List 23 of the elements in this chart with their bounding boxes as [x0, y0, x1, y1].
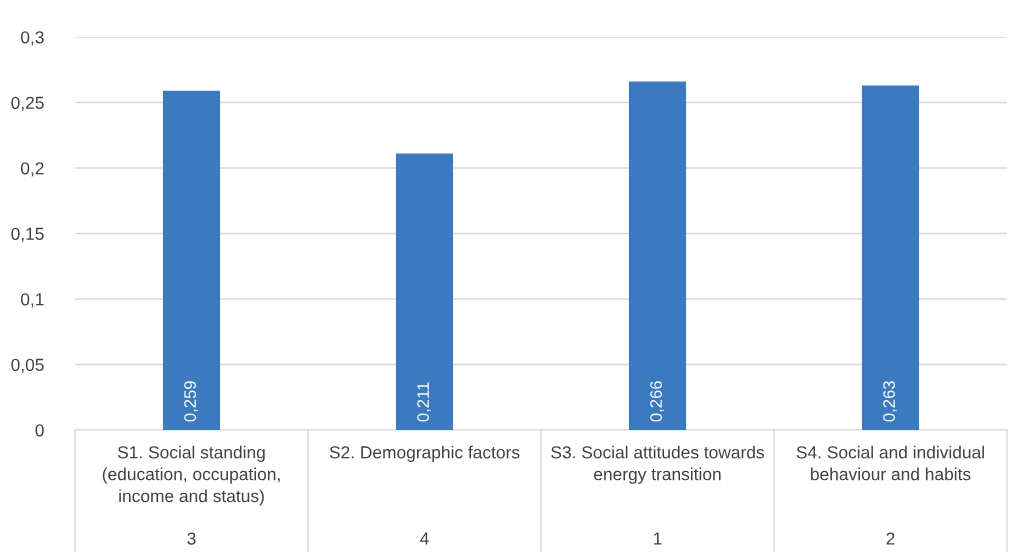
bar — [395, 153, 454, 430]
data-label: 0,263 — [883, 381, 897, 422]
data-label: 0,259 — [184, 381, 198, 422]
text: 1 — [654, 532, 662, 545]
y-tick-label: 0,1 — [20, 293, 44, 308]
bar — [861, 85, 920, 430]
y-tick-label: 0,25 — [11, 96, 44, 112]
x-tick-label: S3. Social attitudes towards energy transition — [551, 445, 764, 484]
y-tick-label: 0,15 — [11, 227, 44, 243]
bar — [628, 81, 687, 430]
x-tick-label: S4. Social and individual behaviour and habits — [796, 445, 984, 481]
text: 2 — [886, 532, 895, 545]
bar — [162, 90, 221, 430]
x-tick-label: S1. Social standing (education, occupation, income and status) — [102, 445, 280, 506]
y-tick-label: 0,2 — [20, 162, 44, 177]
text: 3 — [187, 532, 196, 545]
y-tick-label: 0,05 — [11, 358, 44, 374]
data-label: 0,266 — [650, 381, 664, 422]
x-tick-label: S2. Demographic factors — [329, 445, 520, 462]
y-tick-label: 0 — [35, 424, 44, 437]
text: 4 — [420, 532, 429, 545]
data-label: 0,211 — [417, 382, 431, 422]
y-tick-label: 0,3 — [20, 31, 44, 46]
